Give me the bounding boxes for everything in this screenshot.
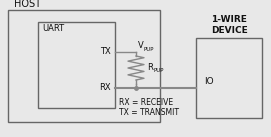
- Text: V: V: [138, 41, 144, 50]
- Text: DEVICE: DEVICE: [211, 26, 247, 35]
- Text: R: R: [147, 64, 153, 72]
- Text: IO: IO: [204, 78, 214, 86]
- Text: UART: UART: [42, 24, 64, 33]
- Text: HOST: HOST: [14, 0, 41, 9]
- Text: 1-WIRE: 1-WIRE: [211, 15, 247, 24]
- Text: PUP: PUP: [153, 68, 163, 72]
- Bar: [8, 10, 160, 122]
- Bar: [38, 22, 115, 108]
- Text: PUP: PUP: [144, 47, 154, 52]
- Text: TX: TX: [100, 48, 111, 56]
- Text: RX: RX: [99, 83, 111, 92]
- Text: TX = TRANSMIT: TX = TRANSMIT: [119, 108, 179, 117]
- Bar: [196, 38, 262, 118]
- Text: RX = RECEIVE: RX = RECEIVE: [119, 98, 173, 107]
